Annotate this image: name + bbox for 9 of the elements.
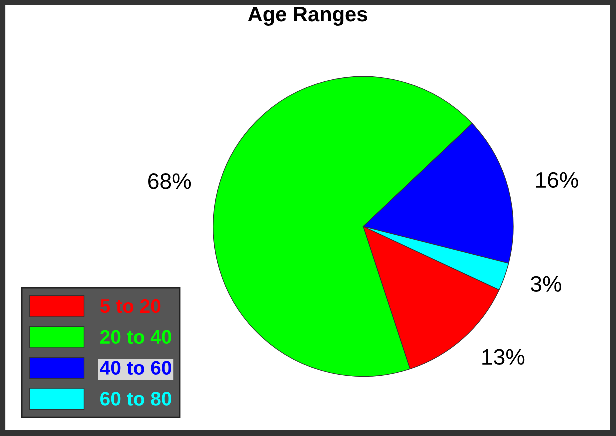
data-label: 3% (531, 276, 562, 292)
legend-label: 20 to 40 (100, 330, 172, 344)
legend-label: 40 to 60 (100, 361, 172, 375)
data-label: 16% (536, 172, 578, 188)
data-label: 13% (482, 349, 525, 366)
legend-label: 5 to 20 (100, 299, 161, 314)
chart-title: Age Ranges (248, 7, 368, 26)
data-label: 68% (148, 174, 192, 190)
legend-label: 60 to 80 (100, 392, 172, 406)
